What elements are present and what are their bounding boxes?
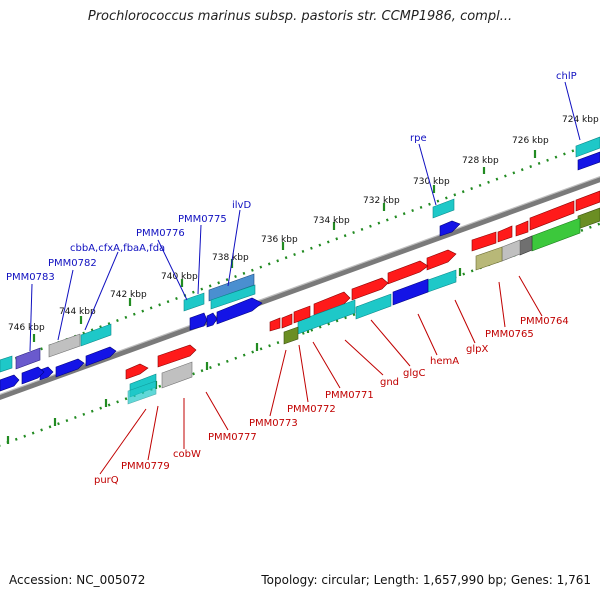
label-cbbA: cbbA,cfxA,fbaA,fda <box>70 243 165 254</box>
label-ilvD: ilvD <box>232 200 251 211</box>
label-glgC: glgC <box>403 368 425 379</box>
label-chlP: chlP <box>556 71 577 82</box>
gene-PMM0771[interactable] <box>293 305 311 324</box>
label-glpX: glpX <box>466 344 488 355</box>
label-rpe: rpe <box>410 133 427 144</box>
tick-label-744: 744 kbp <box>59 307 96 317</box>
tick-label-730: 730 kbp <box>413 177 450 187</box>
tick-label-728: 728 kbp <box>462 156 499 166</box>
gene-PMM0775[interactable] <box>183 292 205 312</box>
gene-top-blue-1[interactable] <box>577 151 600 171</box>
gene-darkgray[interactable] <box>519 235 533 256</box>
gene-red-small-2[interactable] <box>497 225 513 243</box>
gene-top-blue-2[interactable] <box>439 220 461 237</box>
tick-label-724: 724 kbp <box>562 115 599 125</box>
gene-left-cyan[interactable] <box>0 355 13 373</box>
gene-top-blue-4[interactable] <box>206 312 218 328</box>
gene-labels-bottom: PMM0764 PMM0765 glpX hemA glgC gnd PMM07… <box>94 316 569 486</box>
gene-PMM0783[interactable] <box>15 347 41 370</box>
gene-top-blue-9[interactable] <box>21 366 45 385</box>
tick-label-736: 736 kbp <box>261 235 298 245</box>
label-PMM0777: PMM0777 <box>208 432 257 443</box>
label-PMM0775: PMM0775 <box>178 214 227 225</box>
tick-label-740: 740 kbp <box>161 272 198 282</box>
label-PMM0772: PMM0772 <box>287 404 336 415</box>
scale-major-ticks <box>6 146 579 444</box>
gene-labels-top: chlP rpe ilvD PMM0775 PMM0776 cbbA,cfxA,… <box>6 71 577 283</box>
label-PMM0764: PMM0764 <box>520 316 569 327</box>
genes-top-strand[interactable] <box>0 136 600 392</box>
gene-red-small-1[interactable] <box>515 220 529 237</box>
gene-PMM0779-red[interactable] <box>125 363 149 380</box>
gene-glgC-red[interactable] <box>351 277 389 301</box>
leader-lines-bottom <box>99 275 543 475</box>
gene-cbbA[interactable] <box>80 323 112 347</box>
tick-label-738: 738 kbp <box>212 253 249 263</box>
label-PMM0771: PMM0771 <box>325 390 374 401</box>
gene-olive-1[interactable] <box>475 246 503 271</box>
label-hemA: hemA <box>430 356 459 367</box>
gene-PMM0764-block[interactable] <box>529 200 575 231</box>
gene-chlP[interactable] <box>575 136 600 158</box>
label-PMM0782: PMM0782 <box>48 258 97 269</box>
tick-label-726: 726 kbp <box>512 136 549 146</box>
gene-top-blue-5[interactable] <box>216 297 263 325</box>
gene-PMM0773[interactable] <box>269 317 281 332</box>
gene-PMM0777[interactable] <box>161 361 193 389</box>
label-PMM0783: PMM0783 <box>6 272 55 283</box>
gene-top-blue-8[interactable] <box>39 366 54 381</box>
gene-top-blue-7[interactable] <box>55 358 85 378</box>
gene-top-blue-10[interactable] <box>0 374 20 392</box>
summary-text: Topology: circular; Length: 1,657,990 bp… <box>261 573 591 587</box>
gene-PMM0772[interactable] <box>281 313 293 329</box>
gene-olive-2[interactable] <box>283 326 299 345</box>
gene-hemA[interactable] <box>392 278 429 306</box>
gene-top-blue-3[interactable] <box>189 312 208 331</box>
gene-olive-right[interactable] <box>577 207 600 230</box>
gene-PMM0782[interactable] <box>48 333 81 358</box>
label-PMM0779: PMM0779 <box>121 461 170 472</box>
map-title: Prochlorococcus marinus subsp. pastoris … <box>87 9 513 24</box>
tick-label-746: 746 kbp <box>8 323 45 333</box>
gene-cyan-mid[interactable] <box>427 269 457 293</box>
gene-gnd-red[interactable] <box>313 291 351 316</box>
gene-glpX[interactable] <box>426 249 457 271</box>
gene-cobW-red[interactable] <box>157 344 197 368</box>
gene-rpe[interactable] <box>432 198 455 219</box>
label-PMM0773: PMM0773 <box>249 418 298 429</box>
genome-backbone <box>0 175 600 401</box>
scale-labels: 724 kbp 726 kbp 728 kbp 730 kbp 732 kbp … <box>8 115 599 333</box>
gene-ilvD[interactable] <box>208 273 255 302</box>
label-cobW: cobW <box>173 449 201 460</box>
gene-glgC[interactable] <box>355 293 392 320</box>
genes-bottom-strand[interactable] <box>125 190 600 405</box>
tick-label-742: 742 kbp <box>110 290 147 300</box>
accession-text: Accession: NC_005072 <box>9 573 146 587</box>
leader-lines-top <box>29 81 581 352</box>
gene-red-small-3[interactable] <box>471 231 497 252</box>
tick-label-734: 734 kbp <box>313 216 350 226</box>
label-PMM0765: PMM0765 <box>485 329 534 340</box>
label-gnd: gnd <box>380 377 399 388</box>
gene-hemA-red[interactable] <box>387 260 429 285</box>
label-purQ: purQ <box>94 475 119 486</box>
gene-ilvD-2[interactable] <box>210 284 256 310</box>
gene-top-blue-6[interactable] <box>85 346 117 367</box>
gene-red-far-right[interactable] <box>575 190 600 212</box>
gene-purQ[interactable] <box>127 380 157 405</box>
tick-label-732: 732 kbp <box>363 196 400 206</box>
label-PMM0776: PMM0776 <box>136 228 185 239</box>
